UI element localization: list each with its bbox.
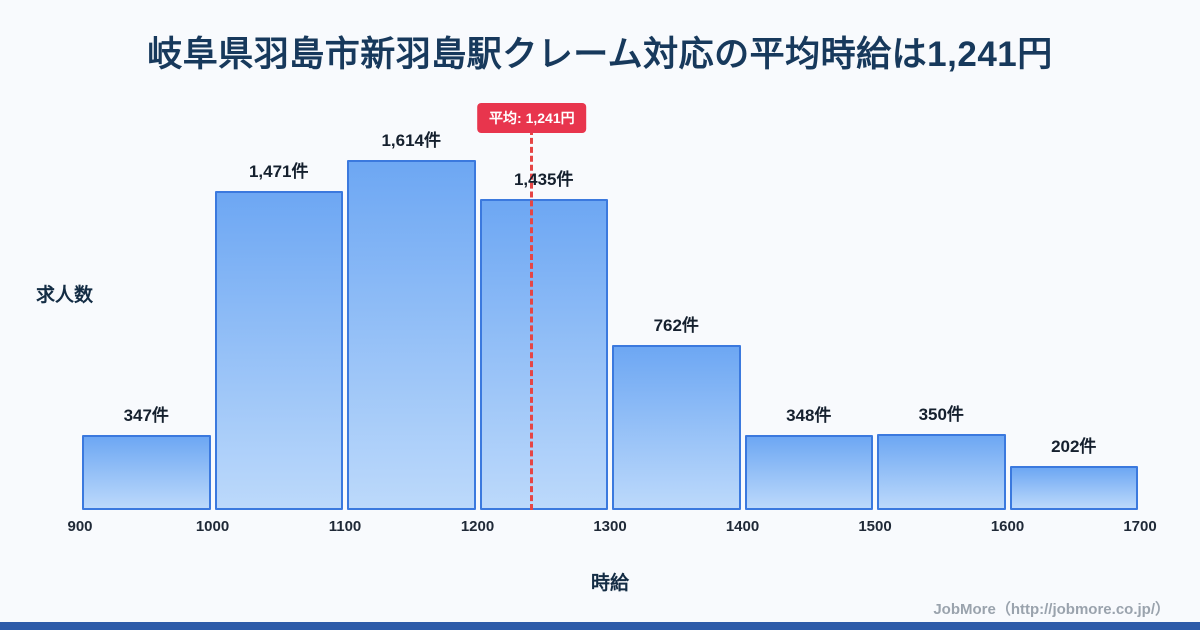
x-axis-label: 時給 xyxy=(590,573,629,594)
histogram-bar xyxy=(214,191,343,510)
histogram-bar xyxy=(347,160,476,510)
bottom-accent-bar xyxy=(0,622,1200,630)
histogram-bar xyxy=(612,345,741,510)
average-line xyxy=(530,129,534,510)
histogram-bar xyxy=(744,435,873,510)
x-tick-label: 1600 xyxy=(990,518,1025,535)
chart-title: 岐阜県羽島市新羽島駅クレーム対応の平均時給は1,241円 xyxy=(147,35,1053,74)
x-tick-label: 1000 xyxy=(195,518,230,535)
histogram-bar xyxy=(877,434,1006,510)
bar-value-label: 348件 xyxy=(786,406,832,425)
bar-value-label: 762件 xyxy=(653,316,699,335)
bar-value-label: 347件 xyxy=(123,406,169,425)
histogram-bar xyxy=(479,199,608,510)
bar-value-label: 350件 xyxy=(918,405,964,424)
bar-value-label: 202件 xyxy=(1051,437,1097,456)
x-tick-label: 1300 xyxy=(593,518,627,535)
x-tick-label: 1200 xyxy=(460,518,495,535)
histogram-bar xyxy=(1009,466,1138,510)
average-badge: 平均: 1,241円 xyxy=(477,103,587,133)
bar-value-label: 1,614件 xyxy=(381,131,442,150)
x-tick-label: 1400 xyxy=(725,518,760,535)
bar-value-label: 1,471件 xyxy=(248,162,309,181)
footer-branding: JobMore（http://jobmore.co.jp/） xyxy=(933,601,1170,618)
x-tick-label: 1700 xyxy=(1123,518,1157,535)
histogram-bar xyxy=(82,435,211,510)
y-axis-label: 求人数 xyxy=(36,285,94,306)
bar-value-label: 1,435件 xyxy=(513,170,574,189)
x-tick-label: 1100 xyxy=(328,518,362,535)
x-tick-label: 900 xyxy=(67,518,93,535)
x-tick-label: 1500 xyxy=(858,518,892,535)
